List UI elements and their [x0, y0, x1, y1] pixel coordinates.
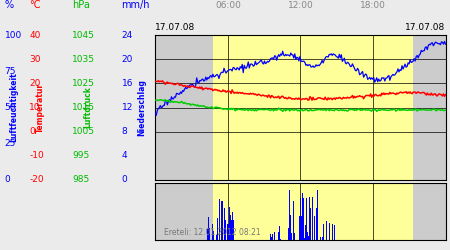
Bar: [213, 182, 413, 240]
Bar: [233, 220, 234, 240]
Bar: [306, 198, 307, 240]
Bar: [217, 218, 218, 240]
Bar: [213, 231, 214, 240]
Bar: [216, 235, 217, 240]
Text: 18:00: 18:00: [360, 1, 386, 10]
Bar: [229, 207, 230, 240]
Text: 1015: 1015: [72, 103, 95, 112]
Bar: [221, 201, 222, 240]
Text: 4: 4: [122, 151, 127, 160]
Bar: [307, 232, 308, 240]
Bar: [293, 201, 294, 240]
Bar: [232, 212, 233, 240]
Text: 100: 100: [4, 30, 22, 40]
Text: 1035: 1035: [72, 55, 95, 64]
Bar: [278, 232, 279, 240]
Text: 12:00: 12:00: [288, 1, 313, 10]
Text: 0: 0: [29, 127, 35, 136]
Text: Ereteli: 12.01.2012 08:21: Ereteli: 12.01.2012 08:21: [164, 228, 261, 236]
Text: Luftdruck: Luftdruck: [83, 86, 92, 128]
Text: 12: 12: [122, 103, 133, 112]
Bar: [314, 216, 315, 240]
Text: 50: 50: [4, 103, 16, 112]
Text: mm/h: mm/h: [122, 0, 150, 10]
Text: 8: 8: [122, 127, 127, 136]
Bar: [274, 232, 275, 240]
Text: 10: 10: [29, 103, 41, 112]
Text: 40: 40: [29, 30, 40, 40]
Text: 16: 16: [122, 79, 133, 88]
Bar: [311, 197, 312, 240]
Bar: [294, 233, 295, 240]
Text: 1025: 1025: [72, 79, 95, 88]
Text: 995: 995: [72, 151, 89, 160]
Bar: [301, 198, 302, 240]
Text: hPa: hPa: [72, 0, 90, 10]
Bar: [209, 228, 210, 240]
Text: 06:00: 06:00: [215, 1, 241, 10]
Bar: [315, 208, 316, 240]
Bar: [288, 228, 289, 240]
Bar: [323, 224, 324, 240]
Text: -10: -10: [29, 151, 44, 160]
Bar: [270, 234, 271, 240]
Bar: [228, 224, 229, 240]
Text: -20: -20: [29, 176, 44, 184]
Bar: [271, 238, 272, 240]
Bar: [303, 198, 304, 240]
Bar: [212, 224, 213, 240]
Text: 985: 985: [72, 176, 89, 184]
Text: Temperatur: Temperatur: [36, 82, 45, 132]
Text: 1005: 1005: [72, 127, 95, 136]
Bar: [322, 237, 323, 240]
Bar: [224, 208, 225, 240]
Text: 75: 75: [4, 67, 16, 76]
Text: 0: 0: [4, 176, 10, 184]
Bar: [289, 190, 290, 240]
Bar: [207, 230, 208, 240]
Text: 0: 0: [122, 176, 127, 184]
Text: %: %: [4, 0, 13, 10]
Bar: [326, 221, 327, 240]
Bar: [299, 216, 300, 240]
Text: 20: 20: [29, 79, 40, 88]
Bar: [272, 234, 273, 240]
Bar: [280, 239, 281, 240]
Bar: [291, 233, 293, 240]
Bar: [332, 224, 333, 240]
Text: 30: 30: [29, 55, 41, 64]
Bar: [213, 35, 413, 180]
Text: °C: °C: [29, 0, 41, 10]
Text: Niederschlag: Niederschlag: [137, 79, 146, 136]
Bar: [316, 190, 318, 240]
Bar: [310, 208, 311, 240]
Text: 17.07.08: 17.07.08: [155, 24, 195, 32]
Bar: [208, 216, 209, 240]
Text: 20: 20: [122, 55, 133, 64]
Bar: [334, 224, 335, 240]
Bar: [226, 224, 228, 240]
Bar: [328, 222, 330, 240]
Text: 24: 24: [122, 30, 133, 40]
Bar: [308, 236, 310, 240]
Bar: [230, 220, 232, 240]
Bar: [290, 215, 291, 240]
Text: 25: 25: [4, 139, 16, 148]
Bar: [279, 226, 280, 240]
Text: Luftfeuchtigkeit: Luftfeuchtigkeit: [9, 72, 18, 142]
Bar: [302, 193, 303, 240]
Text: 1045: 1045: [72, 30, 95, 40]
Text: 17.07.08: 17.07.08: [405, 24, 446, 32]
Bar: [304, 238, 306, 240]
